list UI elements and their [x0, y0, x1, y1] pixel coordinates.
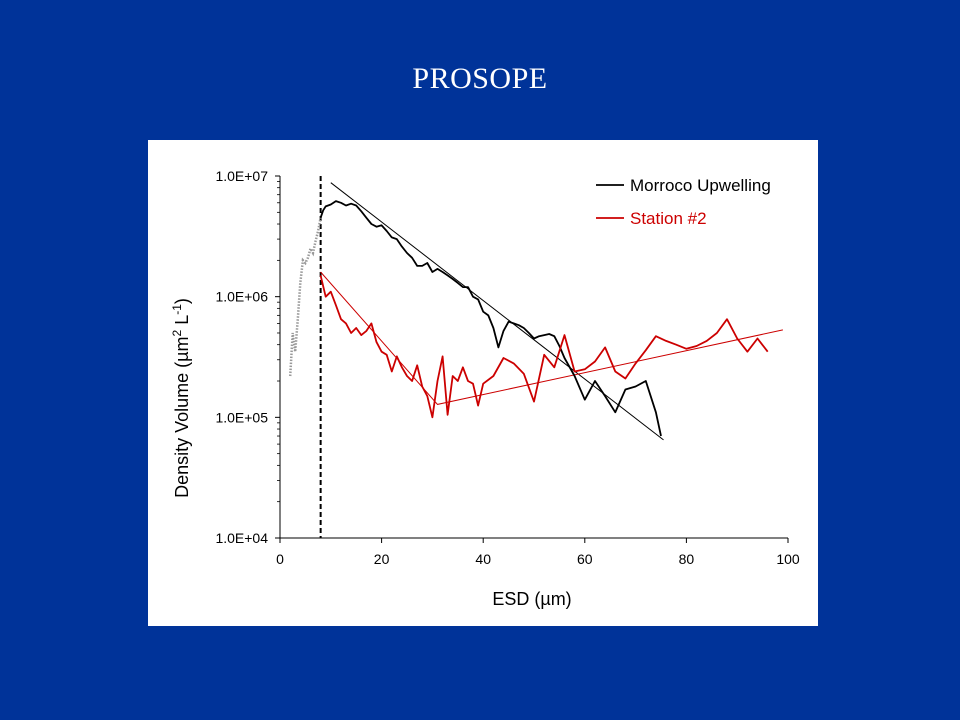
y-axis-label-mid: L [172, 315, 192, 330]
chart-panel: 0 20 40 60 80 100 1.0E+04 1.0E+05 1.0E+06 1.0E+07… [148, 140, 818, 626]
y-axis-label-main: Density Volume (µm [172, 336, 192, 497]
label-layer: 0 20 40 60 80 100 1.0E+04 1.0E+05 1.0E+06 1.0E+07 [215, 168, 799, 567]
pre-cutoff-segment [288, 217, 322, 377]
legend-label-2: Station #2 [630, 209, 707, 228]
x-tick-label: 40 [475, 551, 491, 567]
y-axis-label-sup1: 2 [170, 329, 184, 336]
fit-line-1 [330, 182, 664, 441]
y-axis-label: Density Volume (µm2 L-1) [170, 298, 192, 498]
y-tick-label: 1.0E+06 [215, 289, 268, 305]
series-line-2 [319, 275, 769, 419]
x-tick-label: 0 [276, 551, 284, 567]
slide-title: PROSOPE [412, 62, 548, 95]
y-axis-label-sup2: -1 [170, 304, 184, 315]
x-tick-label: 60 [577, 551, 593, 567]
x-tick-label: 100 [776, 551, 800, 567]
axes-layer [275, 175, 789, 543]
chart-svg: 0 20 40 60 80 100 1.0E+04 1.0E+05 1.0E+06 1.0E+07… [170, 168, 800, 609]
fit-line-2 [320, 271, 784, 405]
x-tick-label: 80 [679, 551, 695, 567]
x-tick-label: 20 [374, 551, 390, 567]
y-tick-label: 1.0E+07 [215, 168, 268, 184]
y-tick-label: 1.0E+05 [215, 409, 268, 425]
legend-label-1: Morroco Upwelling [630, 176, 771, 195]
y-tick-label: 1.0E+04 [215, 530, 268, 546]
data-layer [288, 176, 784, 538]
x-axis-label: ESD (µm) [492, 589, 571, 609]
legend: Morroco Upwelling Station #2 [596, 176, 771, 228]
y-axis-label-end: ) [172, 298, 192, 304]
series-line-1 [319, 200, 662, 437]
